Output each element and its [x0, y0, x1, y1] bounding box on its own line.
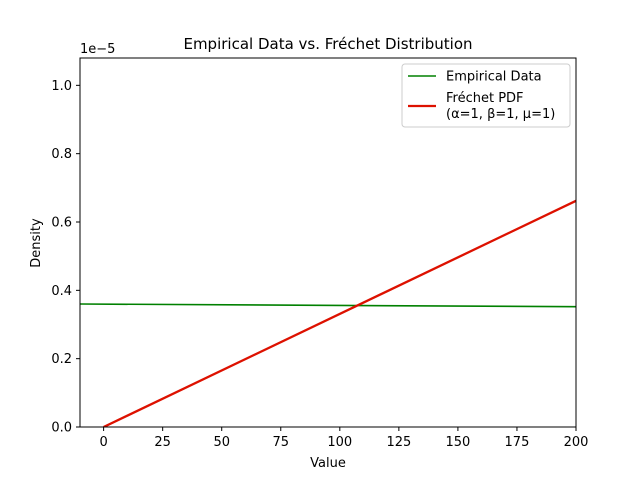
x-tick-label: 50 [213, 435, 230, 450]
x-tick-label: 100 [327, 435, 352, 450]
series-lines [80, 199, 576, 427]
x-tick-label: 175 [505, 435, 530, 450]
y-tick-label: 0.0 [51, 421, 72, 436]
x-tick-label: 200 [564, 435, 589, 450]
x-tick-label: 25 [154, 435, 171, 450]
x-tick-label: 125 [386, 435, 411, 450]
y-tick-label: 0.6 [51, 216, 72, 231]
legend-label-2-params: (α=1, β=1, μ=1) [446, 107, 555, 122]
y-tick-label: 0.8 [51, 147, 72, 162]
y-axis-label: Density [29, 218, 44, 268]
y-axis-ticks: 0.0 0.2 0.4 0.6 0.8 1.0 [51, 79, 80, 436]
x-axis-label: Value [310, 456, 346, 471]
chart-title: Empirical Data vs. Fréchet Distribution [183, 35, 472, 53]
x-tick-label: 75 [272, 435, 289, 450]
series-line-1 [80, 303, 576, 308]
legend-label-2: Fréchet PDF [446, 91, 524, 106]
y-tick-label: 1.0 [51, 79, 72, 94]
y-tick-label: 0.4 [51, 284, 72, 299]
plot-area [79, 57, 577, 428]
x-tick-label: 0 [99, 435, 107, 450]
legend-box [401, 63, 571, 128]
x-tick-label: 150 [445, 435, 470, 450]
legend-label-1: Empirical Data [446, 70, 542, 85]
y-tick-label: 0.2 [51, 352, 72, 367]
axes-frame [79, 57, 577, 428]
y-axis-scale-label: 1e−5 [80, 42, 115, 57]
x-axis-ticks: 0 25 50 75 100 125 150 175 200 [99, 427, 588, 450]
series-line-2 [103, 199, 576, 427]
legend: Empirical Data Fréchet PDF(α=1, β=1, μ=1) [401, 63, 571, 128]
